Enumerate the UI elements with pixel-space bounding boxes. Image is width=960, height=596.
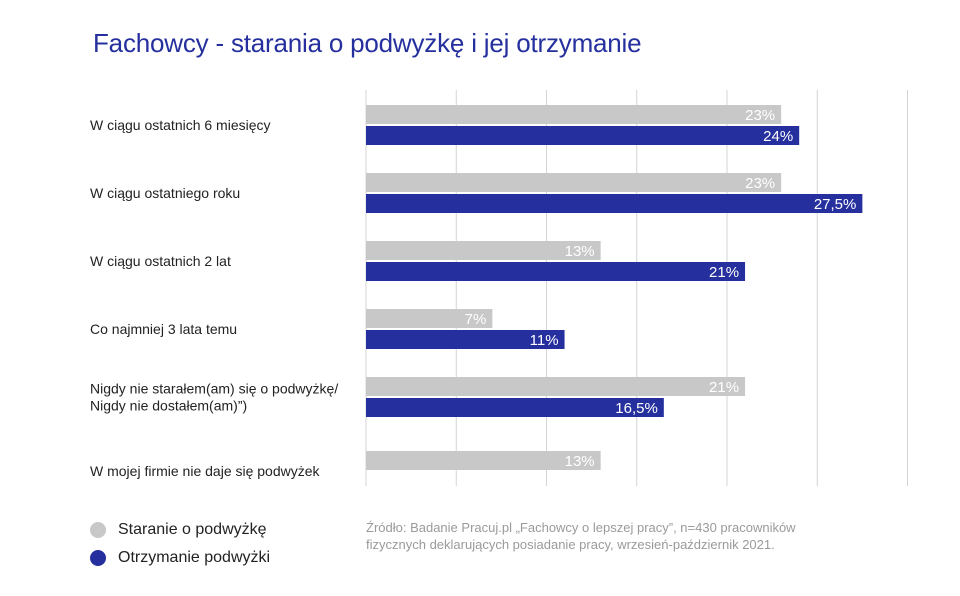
bar <box>366 105 782 124</box>
data-label: 13% <box>565 243 595 260</box>
bar <box>366 451 601 470</box>
bar <box>366 194 863 213</box>
category-label: W ciągu ostatnich 6 miesięcy <box>90 117 271 133</box>
category-label: Nigdy nie dostałem(am)”) <box>90 398 247 414</box>
data-label: 24% <box>763 128 793 145</box>
legend-item-staranie: Staranie o podwyżkę <box>90 516 270 544</box>
bar <box>366 126 800 145</box>
category-label: W ciągu ostatnich 2 lat <box>90 253 231 269</box>
legend-label: Staranie o podwyżkę <box>118 521 267 538</box>
category-label: Co najmniej 3 lata temu <box>90 321 237 337</box>
data-label: 11% <box>530 332 559 349</box>
data-label: 21% <box>709 264 739 281</box>
category-label: W mojej firmie nie daje się podwyżek <box>90 463 321 479</box>
legend-swatch-blue <box>90 550 106 566</box>
data-label: 13% <box>565 453 595 470</box>
bar-chart: W ciągu ostatnich 6 miesięcy 23% 24% W ciąg… <box>90 90 908 486</box>
bar <box>366 309 493 328</box>
data-label: 7% <box>465 311 487 328</box>
data-label: 27,5% <box>814 196 857 213</box>
chart-title: Fachowcy - starania o podwyżkę i jej otr… <box>93 28 642 58</box>
data-label: 16,5% <box>615 400 658 417</box>
bar <box>366 377 746 396</box>
legend-label: Otrzymanie podwyżki <box>118 549 271 566</box>
bar <box>366 330 565 349</box>
legend-swatch-gray <box>90 522 106 538</box>
data-label: 23% <box>745 107 775 124</box>
category-label: Nigdy nie starałem(am) się o podwyżkę/ <box>90 381 338 397</box>
bar <box>366 241 601 260</box>
category-label: W ciągu ostatniego roku <box>90 185 240 201</box>
legend-item-otrzymanie: Otrzymanie podwyżki <box>90 544 270 572</box>
legend: Staranie o podwyżkę Otrzymanie podwyżki <box>90 516 270 572</box>
source-note: Źródło: Badanie Pracuj.pl „Fachowcy o le… <box>366 520 796 552</box>
bar <box>366 262 746 281</box>
data-label: 21% <box>709 379 739 396</box>
data-label: 23% <box>745 175 775 192</box>
bar <box>366 398 664 417</box>
bar <box>366 173 782 192</box>
